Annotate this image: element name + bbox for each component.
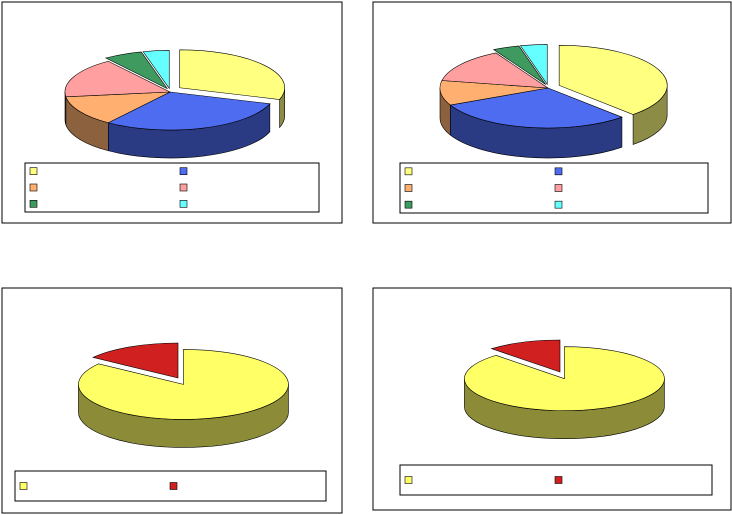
pie-slice [64,60,172,98]
legend-swatch [169,482,178,490]
legend-swatch [554,167,563,176]
pie-slice [107,91,271,131]
pie-slice [519,44,548,86]
legend-swatch [179,183,188,192]
pie-slice [78,349,289,420]
pie-slice [179,49,286,100]
legend-swatch [19,482,28,490]
pie-slice [464,346,665,411]
legend-swatch [29,183,38,192]
legend-swatch [554,476,563,484]
pie-slice [558,45,668,115]
legend-swatch [404,167,413,176]
legend-swatch [179,200,188,208]
pie-slice [92,342,179,379]
pie-slice [493,45,547,85]
pie-slice [104,51,168,90]
legend-box [399,162,709,214]
legend-swatch [404,200,413,209]
pie-slice [490,339,561,373]
legend-box [24,162,320,213]
legend-swatch [404,184,413,192]
legend-swatch [404,476,413,484]
legend-swatch [554,184,563,192]
pie-slice [65,91,171,124]
pie-slice [142,50,170,90]
pie-slice [449,87,623,129]
legend-swatch [29,167,38,175]
legend-swatch [554,200,563,209]
pie-slice [441,52,550,89]
legend-swatch [29,200,38,208]
legend-swatch [179,167,188,175]
